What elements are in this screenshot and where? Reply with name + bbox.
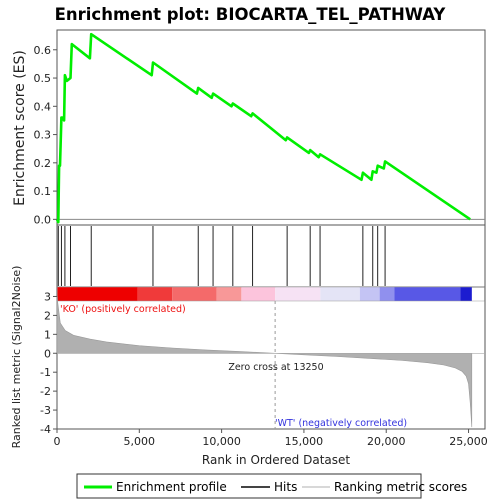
metric-tick-label-3: 0	[44, 347, 51, 360]
enrichment-profile-line	[55, 32, 471, 224]
metric-tick-label-1: 2	[44, 309, 51, 322]
rank-heat-bar	[57, 286, 485, 302]
es-tick-label-1: 0.1	[34, 185, 52, 198]
metric-tick-label-4: -1	[40, 366, 51, 379]
heat-segment-4	[241, 287, 276, 301]
metric-y-axis: 3 2 1 0 -1 -2 -3 -4	[40, 290, 57, 436]
metric-tick-label-5: -2	[40, 385, 51, 398]
metric-tick-label-2: 1	[44, 328, 51, 341]
x-axis-label: Rank in Ordered Dataset	[202, 453, 350, 467]
x-tick-label-1: 5,000	[124, 435, 156, 448]
es-tick-label-6: 0.6	[34, 44, 52, 57]
heat-bar-outline	[57, 286, 485, 302]
es-axis-label: Enrichment score (ES)	[12, 50, 28, 206]
metric-tick-label-0: 3	[44, 290, 51, 303]
legend: Enrichment profile Hits Ranking metric s…	[76, 473, 467, 499]
heat-segment-3	[216, 287, 242, 301]
positive-correlation-label: 'KO' (positively correlated)	[60, 304, 186, 315]
x-tick-label-0: 0	[54, 435, 61, 448]
heat-segment-1	[137, 287, 173, 301]
x-tick-label-5: 25,000	[449, 435, 488, 448]
heat-segment-9	[394, 287, 461, 301]
es-tick-label-3: 0.3	[34, 129, 52, 142]
x-tick-label-4: 20,000	[367, 435, 406, 448]
legend-label-metric: Ranking metric scores	[334, 480, 467, 494]
heat-segment-8	[379, 287, 395, 301]
metric-tick-label-7: -4	[40, 423, 51, 436]
es-tick-label-0: 0.0	[34, 213, 52, 226]
es-y-axis: 0.0 0.1 0.2 0.3 0.4 0.5 0.6	[34, 44, 57, 226]
es-tick-label-2: 0.2	[34, 157, 52, 170]
metric-area-path	[56, 296, 473, 428]
chart-title: Enrichment plot: BIOCARTA_TEL_PATHWAY	[55, 5, 447, 24]
metric-axis-label: Ranked list metric (Signal2Noise)	[10, 266, 23, 449]
x-tick-label-2: 10,000	[202, 435, 241, 448]
es-tick-label-5: 0.5	[34, 72, 52, 85]
ranking-metric-area	[56, 296, 485, 428]
hits-panel-frame	[56, 224, 486, 288]
x-tick-label-3: 15,000	[285, 435, 324, 448]
hit-markers	[57, 226, 386, 286]
legend-label-enrichment: Enrichment profile	[116, 480, 227, 494]
heat-segment-2	[172, 287, 217, 301]
es-tick-label-4: 0.4	[34, 100, 52, 113]
zero-cross-label: Zero cross at 13250	[228, 362, 323, 373]
heat-segment-5	[275, 287, 321, 301]
negative-correlation-label: 'WT' (negatively correlated)	[275, 418, 407, 429]
legend-label-hits: Hits	[274, 480, 297, 494]
enrichment-profile-path	[55, 32, 471, 224]
heat-segment-0	[57, 287, 138, 301]
metric-tick-label-6: -3	[40, 404, 51, 417]
heat-segment-10	[460, 287, 472, 301]
x-axis: 0 5,000 10,000 15,000 20,000 25,000	[54, 429, 488, 448]
heat-segment-7	[359, 287, 380, 301]
heat-segment-6	[320, 287, 360, 301]
